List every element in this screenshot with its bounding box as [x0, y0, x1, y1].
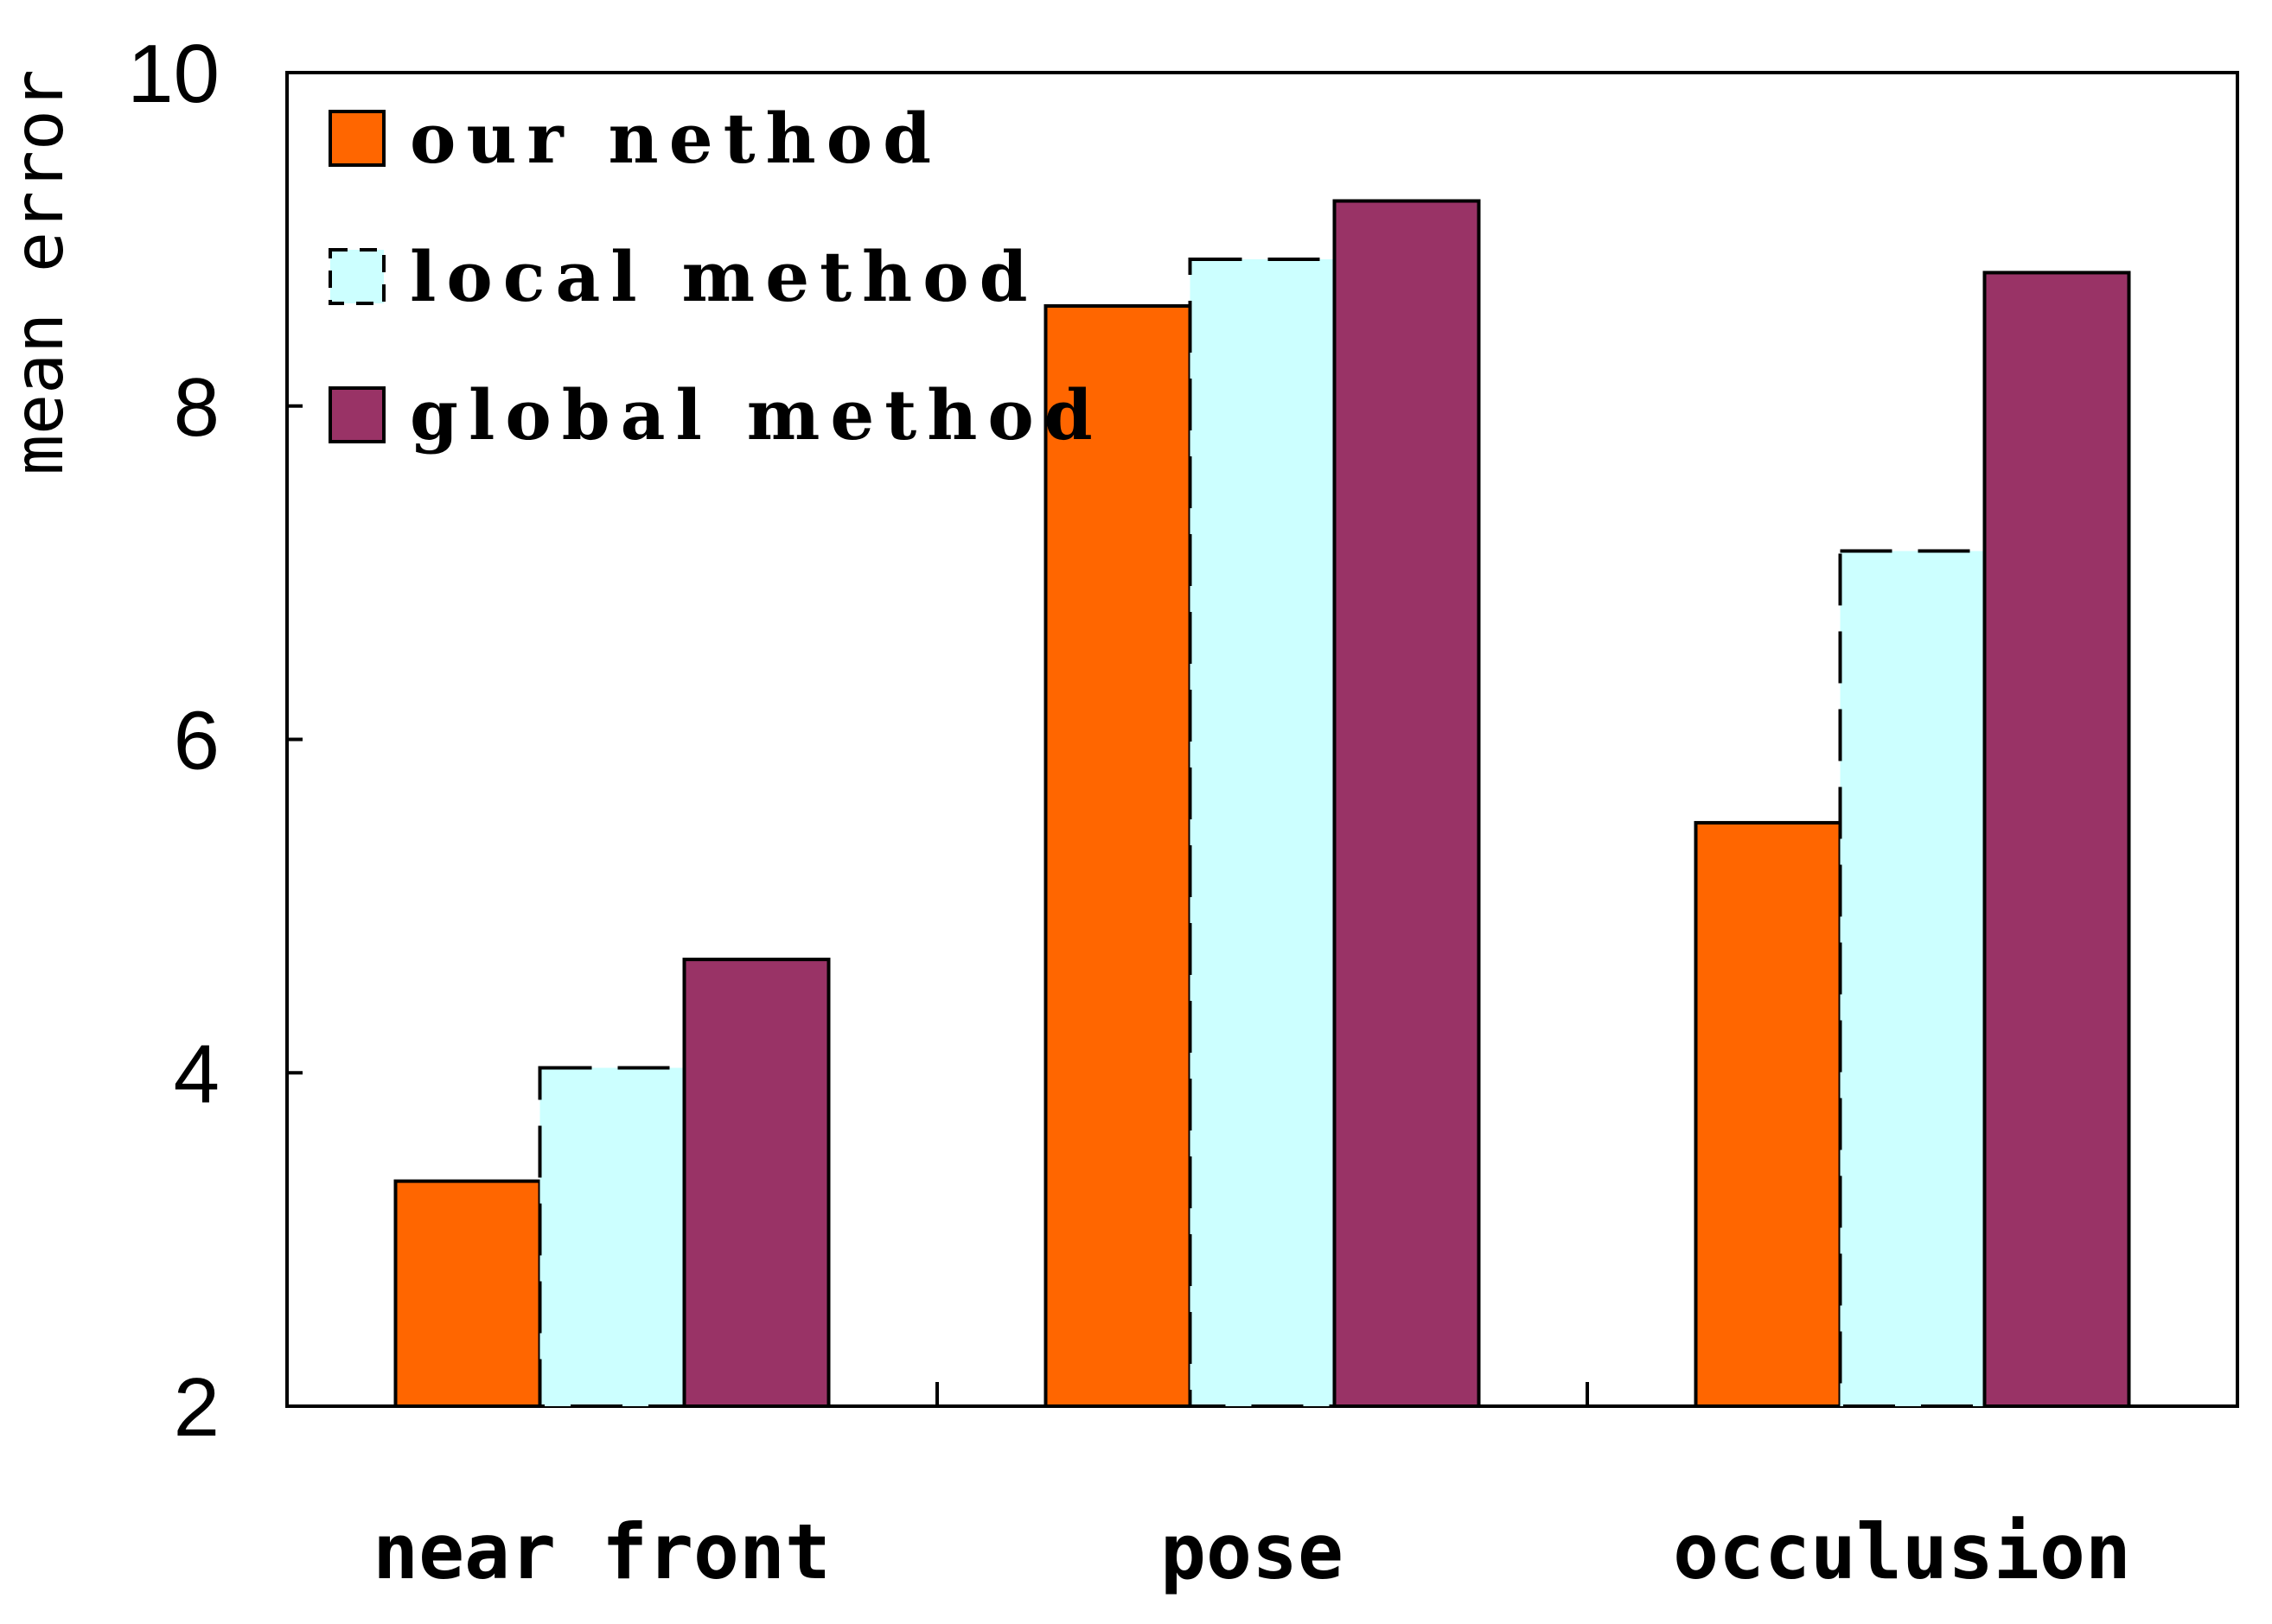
y-tick-label: 10	[127, 28, 220, 120]
x-axis-ticks	[935, 1382, 1589, 1406]
x-category-label: near front	[373, 1507, 831, 1596]
x-category-label: pose	[1160, 1507, 1343, 1596]
bar-global-method-pose	[1332, 199, 1481, 1408]
y-tick-label: 2	[174, 1361, 220, 1454]
bar-our-nethod-pose	[1043, 304, 1192, 1408]
legend-label: our nethod	[410, 98, 941, 179]
y-axis-ticks: 2 4 6 8 10	[127, 28, 303, 1454]
y-tick-label: 6	[174, 695, 220, 787]
y-axis-title: mean error	[1, 69, 79, 475]
bar-local-method-near-front	[538, 1066, 686, 1408]
legend-label: global method	[410, 374, 1103, 455]
y-tick-label: 4	[174, 1028, 220, 1120]
bars	[393, 199, 2131, 1409]
bar-local-method-pose	[1188, 258, 1337, 1408]
legend-swatch	[329, 110, 386, 167]
y-tick-label: 8	[174, 361, 220, 454]
legend: our nethod local method global method	[329, 98, 1103, 455]
bar-global-method-near-front	[682, 958, 831, 1408]
bar-global-method-occulusion	[1982, 271, 2131, 1409]
bar-our-nethod-occulusion	[1694, 820, 1842, 1408]
legend-swatch	[329, 386, 386, 443]
x-category-label: occulusion	[1673, 1507, 2131, 1596]
bar-local-method-occulusion	[1838, 549, 1987, 1408]
bar-our-nethod-near-front	[393, 1179, 542, 1409]
legend-swatch	[329, 248, 386, 305]
legend-label: local method	[410, 236, 1038, 317]
category-labels: near front pose occulusion	[373, 1507, 2131, 1596]
